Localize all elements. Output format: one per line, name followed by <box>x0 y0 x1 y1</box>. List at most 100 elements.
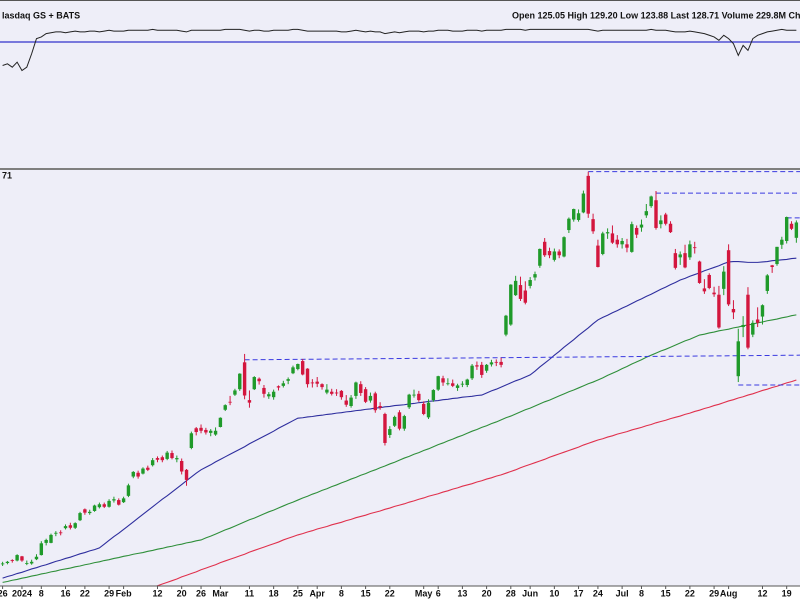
candle-body <box>789 223 794 229</box>
candle-body <box>513 280 518 296</box>
candle-body <box>605 232 610 234</box>
candle-body <box>296 364 300 370</box>
x-tick-label: 22 <box>80 588 90 598</box>
candle-body <box>58 532 63 534</box>
x-tick-label: 26 <box>196 588 206 598</box>
x-tick-label: Apr <box>309 588 325 598</box>
candle-body <box>770 265 774 268</box>
x-tick-label: 11 <box>245 588 255 598</box>
candle-body <box>455 385 460 388</box>
candle-body <box>446 383 450 385</box>
candle-body <box>547 251 552 256</box>
exchange-label: lasdaq GS + BATS <box>2 10 80 20</box>
candle-body <box>344 400 348 405</box>
candle-body <box>654 200 658 228</box>
quote-label: Open 125.05 High 129.20 Low 123.88 Last … <box>512 10 800 20</box>
trendline <box>244 354 800 361</box>
x-tick-label: 17 <box>574 588 584 598</box>
candle-body <box>349 397 353 406</box>
candle-body <box>300 361 305 375</box>
candle-body <box>83 509 87 513</box>
candle-body <box>693 247 697 249</box>
candle-body <box>271 391 276 398</box>
candle-body <box>596 245 600 268</box>
candle-body <box>717 294 721 328</box>
candle-body <box>383 413 387 443</box>
candle-body <box>199 427 203 431</box>
candle-body <box>5 561 10 564</box>
candle-body <box>601 233 605 254</box>
candle-body <box>460 383 465 385</box>
candle-body <box>480 364 484 375</box>
candle-body <box>784 217 789 241</box>
x-tick-label: 8 <box>39 588 44 598</box>
x-tick-label: Aug <box>720 588 738 598</box>
candle-body <box>397 412 402 429</box>
candle-body <box>441 378 445 383</box>
candle-body <box>218 417 223 427</box>
x-tick-label: 12 <box>757 588 767 598</box>
candle-body <box>509 284 513 325</box>
candle-body <box>325 389 329 393</box>
candle-body <box>533 274 537 278</box>
candle-body <box>10 560 14 561</box>
candle-body <box>615 239 619 245</box>
candle-body <box>620 240 624 245</box>
candle-body <box>794 222 799 238</box>
candle-body <box>189 433 194 448</box>
candle-body <box>659 220 663 225</box>
candle-body <box>78 513 82 521</box>
candle-body <box>228 401 232 403</box>
candle-body <box>678 254 682 258</box>
candle-body <box>160 457 165 461</box>
candle-body <box>262 387 266 394</box>
candle-body <box>92 505 97 511</box>
x-tick-label: 28 <box>506 588 516 598</box>
candle-body <box>63 526 68 529</box>
x-tick-label: 16 <box>61 588 71 598</box>
candle-body <box>421 403 426 414</box>
candle-body <box>538 248 542 266</box>
candle-body <box>576 213 581 220</box>
candle-body <box>426 402 431 418</box>
candle-body <box>765 275 770 291</box>
candle-body <box>73 523 77 528</box>
candle-body <box>731 308 736 313</box>
candle-body <box>378 405 382 408</box>
candle-body <box>775 246 779 265</box>
candle-body <box>746 294 750 348</box>
candle-body <box>223 405 227 410</box>
x-tick-label: Feb <box>116 588 133 598</box>
candle-body <box>528 280 532 286</box>
candle-body <box>610 233 615 243</box>
candle-body <box>562 237 566 257</box>
candle-body <box>722 271 726 289</box>
candle-body <box>146 467 150 470</box>
candle-body <box>417 393 421 401</box>
candle-body <box>673 253 678 268</box>
candle-body <box>121 498 126 503</box>
candle-body <box>402 416 407 429</box>
x-tick-label: May <box>415 588 433 598</box>
price-label: 71 <box>2 170 12 180</box>
candle-body <box>707 274 711 288</box>
candle-body <box>184 469 189 480</box>
x-tick-label: 29 <box>104 588 114 598</box>
candle-body <box>276 386 281 388</box>
candle-body <box>150 460 155 466</box>
candle-body <box>315 381 319 384</box>
candle-body <box>591 219 595 232</box>
candle-body <box>373 393 377 411</box>
candle-body <box>557 251 561 256</box>
candle-body <box>484 364 489 371</box>
candle-body <box>504 315 508 335</box>
candle-body <box>388 429 392 435</box>
x-tick-label: 18 <box>269 588 279 598</box>
candle-body <box>34 556 39 560</box>
candle-body <box>112 499 116 501</box>
candle-body <box>97 504 102 508</box>
candle-body <box>68 525 73 528</box>
candle-body <box>310 382 315 384</box>
moving-average <box>155 379 797 586</box>
